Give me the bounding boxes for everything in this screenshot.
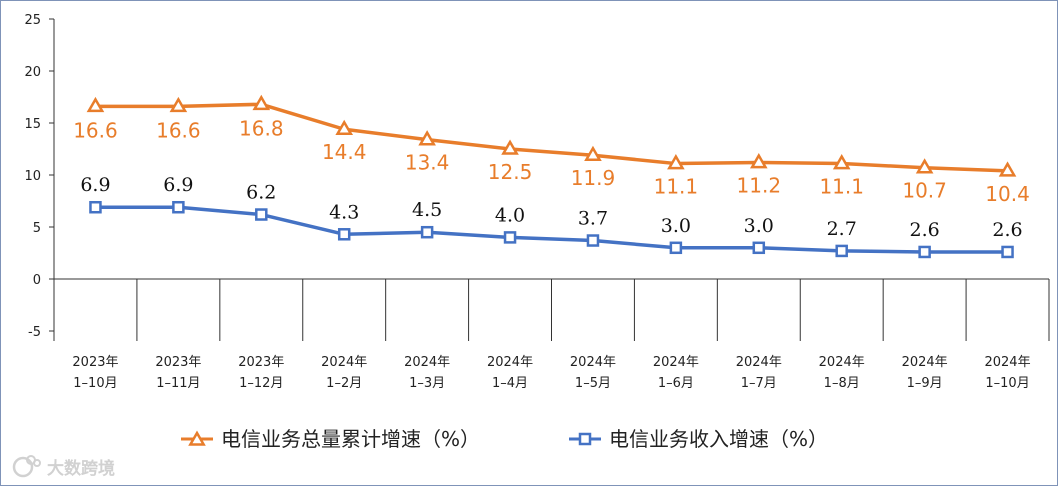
data-point-marker	[586, 234, 600, 247]
data-labels: 16.6 16.6 16.8 14.4 13.4 12.5 11.9 11.1 11.2 11.1…	[73, 116, 1030, 241]
data-label: 11.9	[571, 166, 616, 190]
y-tick-label: 10	[24, 169, 41, 184]
series-line-2	[95, 205, 1008, 254]
x-tick-label-period: 1–9月	[907, 376, 943, 391]
data-point-marker	[669, 241, 683, 255]
data-label: 10.4	[985, 182, 1030, 206]
triangle-marker-icon	[188, 430, 206, 446]
series-lines	[86, 94, 1017, 259]
data-label: 16.6	[73, 118, 118, 142]
data-point-marker	[835, 244, 848, 258]
x-tick-label-year: 2024年	[902, 355, 948, 370]
y-tick-label: 5	[33, 221, 41, 236]
series-line-1	[95, 102, 1008, 173]
x-tick-label-year: 2024年	[736, 355, 782, 370]
x-tick-label-period: 1–10月	[985, 376, 1029, 391]
data-label: 2.6	[992, 219, 1022, 241]
watermark: 大数跨境	[12, 455, 115, 479]
x-tick-label-period: 1–6月	[658, 376, 694, 391]
x-tick-label-period: 1–3月	[409, 376, 445, 391]
x-tick-label-period: 1–2月	[326, 376, 362, 391]
x-tick-label-year: 2024年	[487, 355, 533, 370]
data-point-marker	[418, 130, 436, 146]
data-label: 3.7	[578, 208, 608, 230]
data-point-marker	[335, 119, 354, 136]
x-tick-label-period: 1–4月	[492, 376, 528, 391]
x-tick-label-period: 1–7月	[741, 376, 777, 391]
data-label: 11.2	[737, 174, 782, 198]
y-tick-label: 20	[24, 65, 41, 80]
watermark-logo-icon	[12, 455, 41, 478]
data-point-marker	[584, 145, 602, 162]
data-label: 3.0	[661, 215, 691, 237]
data-label: 4.0	[495, 204, 525, 226]
data-label: 12.5	[488, 160, 533, 184]
data-label: 6.9	[80, 174, 110, 196]
x-tick-label-period: 1–5月	[575, 376, 611, 391]
data-label: 4.5	[412, 199, 442, 221]
x-tick-label-year: 2024年	[984, 355, 1030, 370]
data-label: 11.1	[654, 175, 699, 199]
data-point-marker	[420, 225, 434, 239]
data-point-marker	[749, 153, 768, 169]
data-point-marker	[252, 94, 271, 111]
data-point-marker	[86, 96, 105, 113]
data-label: 2.6	[910, 219, 940, 241]
data-label: 6.9	[163, 174, 193, 196]
y-tick-label: 15	[24, 117, 41, 132]
data-label: 6.2	[246, 182, 276, 204]
x-tick-label-year: 2024年	[570, 355, 616, 370]
data-label: 3.0	[744, 215, 774, 237]
legend-label-series-1: 电信业务总量累计增速（%）	[221, 427, 480, 451]
data-label: 11.1	[819, 175, 864, 199]
x-tick-label-year: 2024年	[321, 355, 367, 370]
y-tick-label: 25	[24, 13, 41, 28]
data-label: 10.7	[902, 179, 947, 203]
data-point-marker	[998, 161, 1017, 177]
y-tick-label: -5	[28, 325, 41, 340]
data-point-marker	[169, 96, 188, 113]
square-marker-icon	[578, 432, 592, 446]
data-point-marker	[89, 200, 102, 214]
x-tick-label-year: 2023年	[238, 355, 284, 370]
legend-item-series-1: 电信业务总量累计增速（%）	[181, 427, 480, 451]
data-point-marker	[832, 154, 851, 170]
data-label: 4.3	[329, 201, 359, 223]
data-point-marker	[915, 158, 934, 174]
legend-label-series-2: 电信业务收入增速（%）	[609, 427, 828, 451]
data-point-marker	[255, 208, 268, 221]
x-tick-label-year: 2023年	[155, 355, 201, 370]
data-point-marker	[501, 139, 519, 155]
data-point-marker	[667, 154, 685, 170]
x-tick-label-year: 2023年	[72, 355, 118, 370]
x-tick-label-year: 2024年	[653, 355, 699, 370]
data-point-marker	[172, 200, 185, 214]
data-point-marker	[337, 228, 351, 241]
x-tick-label-year: 2024年	[404, 355, 450, 370]
data-label: 16.6	[156, 118, 201, 142]
data-point-marker	[503, 231, 517, 244]
x-tick-label-period: 1–10月	[73, 376, 117, 391]
data-label: 16.8	[239, 116, 284, 140]
y-tick-label: 0	[33, 273, 41, 288]
x-tick-label-year: 2024年	[819, 355, 865, 370]
data-label: 14.4	[322, 140, 367, 164]
x-tick-label-period: 1–12月	[239, 376, 283, 391]
data-point-marker	[752, 241, 766, 255]
data-label: 13.4	[405, 151, 450, 175]
axes: -5 0 5 10 15 20 25 2023年 1–10月 2023年 1–11月 2023年 1–1…	[24, 13, 1050, 391]
data-point-marker	[1001, 245, 1014, 259]
data-label: 2.7	[827, 218, 857, 240]
x-tick-label-period: 1–8月	[824, 376, 860, 391]
x-tick-label-period: 1–11月	[156, 376, 200, 391]
watermark-text: 大数跨境	[47, 458, 115, 479]
legend: 电信业务总量累计增速（%） 电信业务收入增速（%）	[181, 427, 828, 451]
legend-item-series-2: 电信业务收入增速（%）	[569, 427, 828, 451]
data-point-marker	[918, 245, 931, 259]
